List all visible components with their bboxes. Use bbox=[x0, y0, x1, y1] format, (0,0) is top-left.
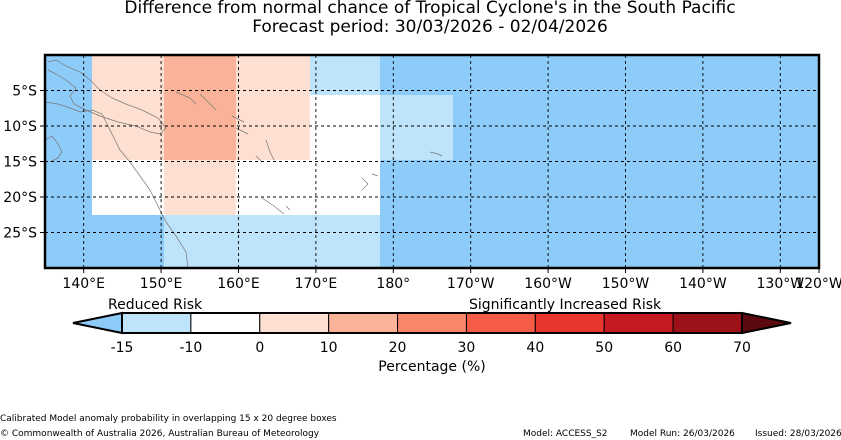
colorbar-tick-label: 40 bbox=[526, 340, 544, 356]
colorbar-segment bbox=[121, 312, 192, 334]
cell-minus15-east bbox=[380, 95, 453, 160]
samoa bbox=[429, 151, 443, 157]
x-tick-label: 160°E bbox=[217, 276, 260, 292]
y-tick-label: 20°S bbox=[3, 190, 37, 206]
australia-coast bbox=[44, 101, 189, 269]
x-tick-label: 130°W bbox=[757, 276, 805, 292]
increased-risk-label: Significantly Increased Risk bbox=[469, 297, 662, 313]
x-axis: 140°E 150°E 160°E 170°E 180° 170°W 160°W 150°W 1… bbox=[62, 268, 841, 292]
x-tick-label: 140°W bbox=[679, 276, 727, 292]
cell-0-south bbox=[236, 160, 380, 215]
cell-minus15-north bbox=[310, 55, 380, 95]
footer-model: Model: ACCESS_S2 bbox=[523, 429, 608, 439]
y-tick-label: 25°S bbox=[3, 226, 37, 242]
coastlines bbox=[44, 59, 443, 269]
colorbar: -15 -10 0 10 20 30 40 50 60 70 bbox=[72, 311, 792, 356]
colorbar-tick-label: 60 bbox=[664, 340, 682, 356]
colorbar-segment bbox=[328, 312, 399, 334]
x-tick-label: 120°W bbox=[795, 276, 841, 292]
y-tick-label: 10°S bbox=[3, 119, 37, 135]
colorbar-tick-label: 70 bbox=[733, 340, 751, 356]
x-tick-label: 150°W bbox=[602, 276, 650, 292]
anomaly-cells bbox=[92, 55, 453, 268]
cell-20pct bbox=[164, 55, 236, 160]
footer-description: Calibrated Model anomaly probability in … bbox=[0, 414, 337, 424]
solomon-islands bbox=[175, 91, 249, 135]
colorbar-segment bbox=[397, 312, 467, 334]
cell-10pct-south bbox=[164, 160, 236, 215]
footer-issued: Issued: 28/03/2026 bbox=[755, 429, 841, 439]
colorbar-title: Percentage (%) bbox=[378, 359, 485, 375]
x-tick-label: 140°E bbox=[62, 276, 105, 292]
forecast-period: Forecast period: 30/03/2026 - 02/04/2026 bbox=[252, 17, 608, 37]
x-tick-label: 150°E bbox=[140, 276, 183, 292]
colorbar-tick-label: 50 bbox=[595, 340, 613, 356]
colorbar-tick-label: -10 bbox=[179, 340, 202, 356]
map-title: Difference from normal chance of Tropica… bbox=[124, 0, 736, 18]
cell-0-central bbox=[310, 95, 380, 160]
cell-0-coral-sea bbox=[92, 160, 164, 215]
footer-copyright: © Commonwealth of Australia 2026, Austra… bbox=[0, 429, 320, 439]
fiji bbox=[361, 173, 379, 191]
reduced-risk-label: Reduced Risk bbox=[108, 297, 203, 313]
colorbar-tick-label: -15 bbox=[111, 340, 134, 356]
colorbar-segment bbox=[465, 312, 536, 334]
footer-model-run: Model Run: 26/03/2026 bbox=[630, 429, 735, 439]
gulf-coast bbox=[44, 135, 63, 163]
colorbar-segment bbox=[603, 312, 674, 334]
colorbar-over-arrow bbox=[741, 311, 792, 335]
new-guinea-coast bbox=[47, 59, 167, 135]
cell-minus15-tasman bbox=[164, 215, 380, 268]
map-frame bbox=[43, 53, 821, 270]
colorbar-tick-label: 10 bbox=[320, 340, 338, 356]
colorbar-tick-label: 20 bbox=[389, 340, 407, 356]
colorbar-segment bbox=[672, 312, 743, 334]
colorbar-segment bbox=[190, 312, 261, 334]
gridlines bbox=[45, 55, 819, 268]
y-tick-label: 15°S bbox=[3, 155, 37, 171]
colorbar-segment bbox=[534, 312, 605, 334]
new-caledonia bbox=[261, 197, 291, 215]
x-tick-label: 160°W bbox=[524, 276, 572, 292]
vanuatu bbox=[255, 139, 275, 163]
x-tick-label: 170°W bbox=[447, 276, 495, 292]
colorbar-tick-label: 0 bbox=[255, 340, 264, 356]
x-tick-label: 180° bbox=[376, 276, 410, 292]
colorbar-frame bbox=[121, 312, 743, 334]
y-axis: 5°S 10°S 15°S 20°S 25°S bbox=[3, 84, 45, 242]
y-tick-label: 5°S bbox=[12, 84, 37, 100]
x-tick-label: 170°E bbox=[295, 276, 338, 292]
colorbar-segment bbox=[259, 312, 330, 334]
colorbar-under-arrow bbox=[72, 311, 123, 335]
colorbar-tick-label: 30 bbox=[458, 340, 476, 356]
